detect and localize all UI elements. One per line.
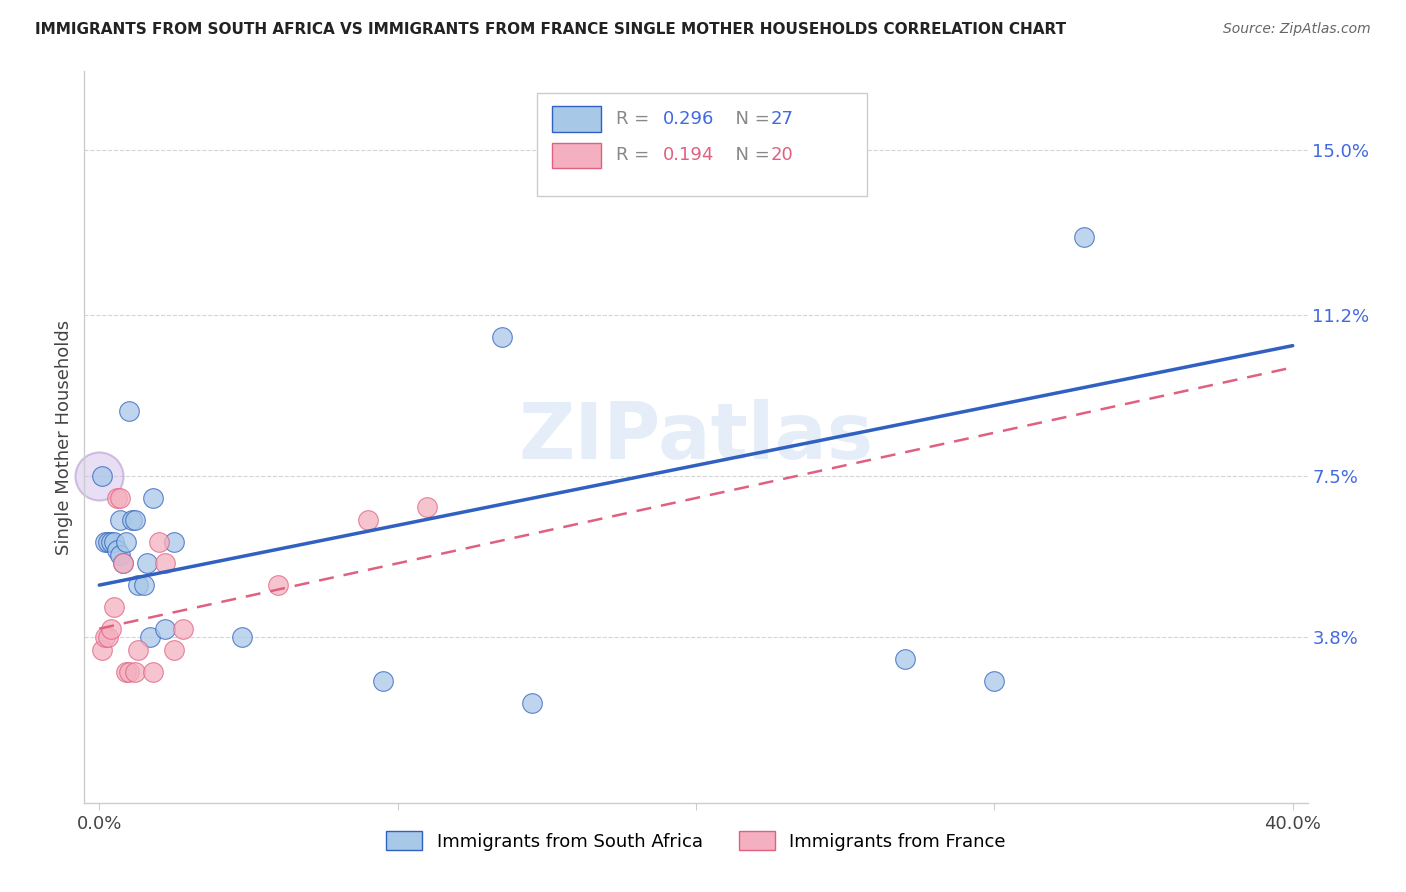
Point: [127, 643, 149, 657]
Point: [103, 534, 125, 549]
Text: Source: ZipAtlas.com: Source: ZipAtlas.com: [1223, 22, 1371, 37]
Text: R =: R =: [616, 110, 655, 128]
Point: [139, 631, 162, 645]
Point: [97, 631, 120, 645]
Point: [357, 513, 380, 527]
Point: [163, 534, 186, 549]
Point: [112, 557, 135, 571]
Point: [371, 673, 394, 688]
Point: [163, 643, 186, 657]
Point: [94, 534, 117, 549]
Text: 0.296: 0.296: [664, 110, 714, 128]
Point: [894, 652, 917, 666]
Point: [124, 513, 146, 527]
Point: [172, 622, 194, 636]
Text: IMMIGRANTS FROM SOUTH AFRICA VS IMMIGRANTS FROM FRANCE SINGLE MOTHER HOUSEHOLDS : IMMIGRANTS FROM SOUTH AFRICA VS IMMIGRAN…: [35, 22, 1066, 37]
Point: [103, 599, 125, 614]
Point: [142, 491, 165, 505]
Point: [121, 513, 143, 527]
Point: [100, 622, 122, 636]
Point: [108, 491, 131, 505]
Point: [105, 491, 128, 505]
FancyBboxPatch shape: [551, 106, 600, 132]
Text: 27: 27: [770, 110, 793, 128]
Point: [97, 534, 120, 549]
FancyBboxPatch shape: [551, 143, 600, 169]
Point: [148, 534, 170, 549]
Point: [91, 469, 114, 483]
Point: [153, 622, 176, 636]
Point: [89, 469, 111, 483]
Point: [94, 631, 117, 645]
Point: [105, 543, 128, 558]
Point: [142, 665, 165, 680]
Point: [91, 643, 114, 657]
Point: [416, 500, 439, 514]
Point: [136, 557, 159, 571]
Y-axis label: Single Mother Households: Single Mother Households: [55, 319, 73, 555]
Text: R =: R =: [616, 146, 655, 164]
Text: 0.194: 0.194: [664, 146, 714, 164]
Point: [491, 330, 513, 344]
Point: [118, 665, 141, 680]
Text: 20: 20: [770, 146, 793, 164]
Point: [118, 404, 141, 418]
Point: [115, 534, 138, 549]
Point: [127, 578, 149, 592]
Legend: Immigrants from South Africa, Immigrants from France: Immigrants from South Africa, Immigrants…: [377, 822, 1015, 860]
Point: [108, 513, 131, 527]
Point: [983, 673, 1005, 688]
Point: [267, 578, 290, 592]
Point: [231, 631, 253, 645]
Point: [112, 557, 135, 571]
FancyBboxPatch shape: [537, 94, 868, 195]
Text: N =: N =: [724, 146, 776, 164]
Point: [124, 665, 146, 680]
Text: N =: N =: [724, 110, 776, 128]
Point: [108, 548, 131, 562]
Point: [132, 578, 155, 592]
Text: ZIPatlаs: ZIPatlаs: [519, 399, 873, 475]
Point: [520, 696, 543, 710]
Point: [1073, 229, 1095, 244]
Point: [153, 557, 176, 571]
Point: [100, 534, 122, 549]
Point: [115, 665, 138, 680]
